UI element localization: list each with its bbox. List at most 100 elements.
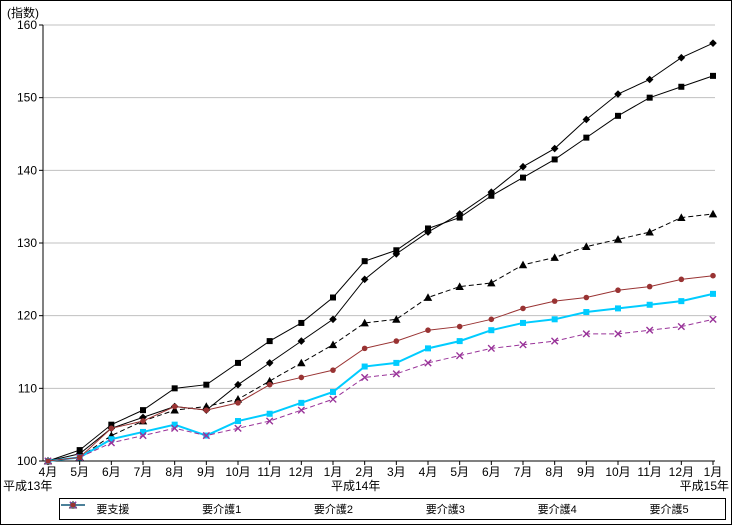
y-tick-label: 140 <box>17 163 37 177</box>
marker-circle <box>520 305 526 312</box>
x-tick-label: 10月 <box>225 465 250 479</box>
legend-item-2: 要介護1 <box>61 501 242 517</box>
x-tick-label: 5月 <box>70 465 89 479</box>
marker-square <box>646 301 653 308</box>
marker-x <box>107 439 116 447</box>
marker-circle <box>266 381 273 388</box>
marker-square <box>330 294 336 301</box>
marker-square <box>646 94 653 101</box>
y-tick-label: 150 <box>17 91 37 105</box>
marker-circle <box>108 425 115 432</box>
marker-square <box>298 319 305 326</box>
marker-square <box>710 72 716 79</box>
x-tick-label: 5月 <box>450 465 469 479</box>
marker-triangle <box>645 227 654 236</box>
legend-label: 要介護1 <box>202 504 242 516</box>
marker-triangle <box>708 209 718 218</box>
marker-square <box>425 225 431 232</box>
x-tick-label: 3月 <box>387 465 406 479</box>
legend-label: 要介護4 <box>537 504 577 516</box>
marker-square <box>615 112 621 119</box>
series-line-5 <box>47 318 714 462</box>
marker-diamond <box>297 337 306 345</box>
marker-square <box>171 421 178 428</box>
series-line-6 <box>47 275 714 462</box>
marker-x <box>582 330 591 338</box>
era-label: 平成14年 <box>331 479 380 493</box>
x-tick-label: 7月 <box>514 465 533 479</box>
marker-x <box>329 395 337 403</box>
chart-svg: 100 110 120 130 140 150 160 4月 5月 6月 7月 8月 9月 10月 11月 1… <box>3 18 729 493</box>
marker-square <box>140 428 146 435</box>
legend-marker-circle-icon <box>61 502 85 508</box>
marker-circle <box>330 367 336 373</box>
marker-diamond <box>424 228 432 236</box>
marker-diamond <box>234 380 242 389</box>
marker-square <box>235 359 241 366</box>
marker-diamond <box>455 210 464 218</box>
legend-item-5: 要介護4 <box>61 501 577 517</box>
marker-x <box>645 326 654 334</box>
x-tick-label: 6月 <box>102 465 121 479</box>
marker-diamond <box>645 75 654 84</box>
marker-triangle <box>265 376 274 385</box>
era-label: 平成15年 <box>680 479 729 493</box>
era-label: 平成13年 <box>3 479 52 493</box>
marker-square <box>551 316 558 323</box>
marker-square <box>203 381 210 388</box>
marker-triangle <box>392 315 401 323</box>
x-tick-label: 11月 <box>637 465 661 479</box>
marker-square <box>393 359 400 366</box>
marker-diamond <box>709 39 717 47</box>
legend-label: 要介護5 <box>649 504 689 516</box>
y-tick-label: 120 <box>17 309 37 323</box>
marker-x <box>709 315 717 323</box>
marker-diamond <box>519 162 527 171</box>
marker-square <box>488 327 495 334</box>
marker-circle <box>551 298 558 304</box>
marker-square <box>678 83 685 90</box>
marker-x <box>550 337 559 345</box>
marker-triangle <box>297 358 306 367</box>
marker-triangle <box>202 402 211 410</box>
legend-item-4: 要介護3 <box>61 501 465 517</box>
marker-circle <box>361 345 368 352</box>
marker-diamond <box>329 315 337 324</box>
series-markers-2 <box>45 72 716 464</box>
marker-x <box>170 424 179 432</box>
marker-diamond <box>677 53 686 62</box>
marker-circle <box>235 400 241 406</box>
y-axis-title: (指数) <box>7 6 39 20</box>
x-tick-label: 11月 <box>257 465 281 479</box>
marker-triangle <box>487 278 496 287</box>
marker-x <box>202 431 211 440</box>
x-tick-label: 12月 <box>669 465 694 479</box>
x-tick-label: 2月 <box>355 465 374 479</box>
marker-triangle <box>328 340 338 349</box>
x-tick-label: 9月 <box>577 465 596 479</box>
legend-item-1: 要支援 <box>61 501 129 517</box>
marker-x <box>234 424 242 432</box>
marker-x <box>614 330 622 338</box>
marker-triangle <box>170 405 179 414</box>
marker-triangle <box>677 213 686 221</box>
x-tick-label: 9月 <box>197 465 216 479</box>
marker-triangle <box>233 395 243 403</box>
marker-circle <box>76 454 83 461</box>
marker-square <box>298 399 305 406</box>
marker-x <box>265 417 274 425</box>
marker-square <box>520 319 526 326</box>
marker-x <box>424 359 432 367</box>
marker-square <box>425 345 431 352</box>
series-line-3 <box>47 213 714 462</box>
marker-circle <box>298 374 305 381</box>
legend-item-6: 要介護5 <box>61 501 689 517</box>
series-markers-3 <box>43 209 718 465</box>
marker-square <box>171 385 178 392</box>
marker-diamond <box>582 115 591 124</box>
marker-square <box>108 436 115 443</box>
marker-triangle <box>518 260 528 269</box>
marker-circle <box>45 458 51 464</box>
y-tick-label: 100 <box>17 454 37 468</box>
